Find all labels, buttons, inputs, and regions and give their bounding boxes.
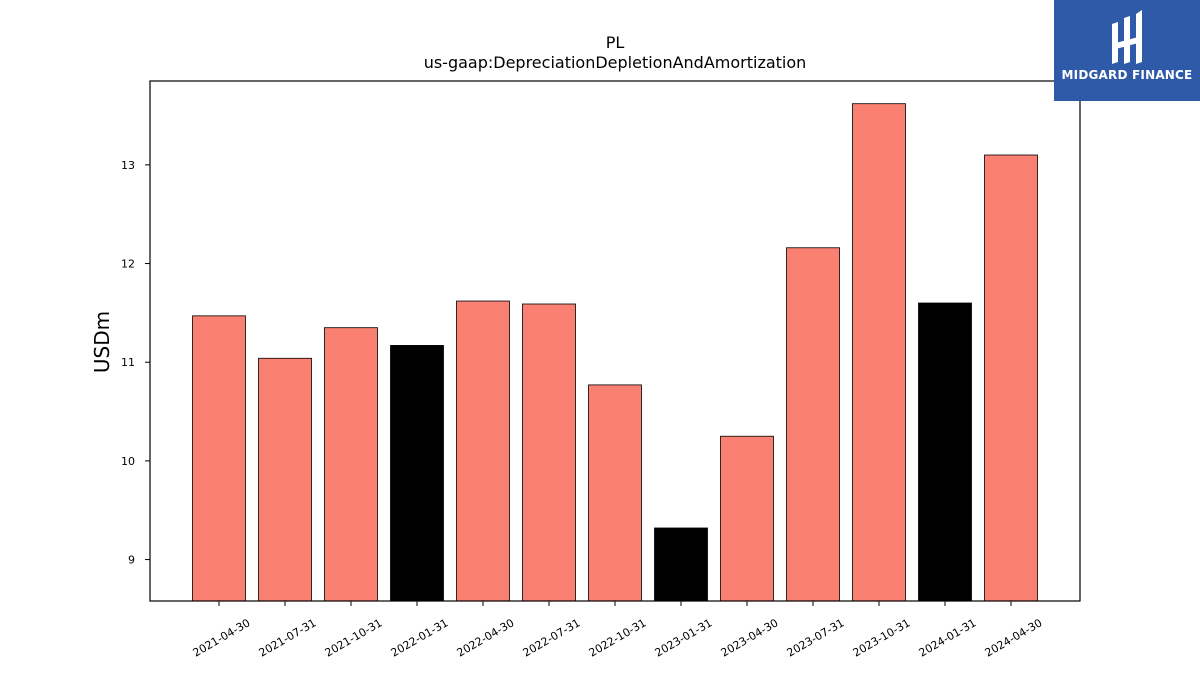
bar-2022-04-30: [456, 300, 510, 602]
x-tick-label: 2022-10-31: [587, 616, 649, 659]
bar-2022-10-31: [588, 384, 642, 602]
bar-2024-04-30: [984, 154, 1038, 602]
x-tick-label: 2023-01-31: [653, 616, 715, 659]
x-tick-label: 2023-04-30: [719, 616, 781, 659]
bar-2024-01-31: [918, 302, 972, 602]
y-tick-label: 9: [128, 554, 135, 567]
bar-2021-10-31: [324, 327, 378, 602]
plot-frame: [149, 80, 1081, 602]
bar-2022-07-31: [522, 303, 576, 602]
y-tick-label: 11: [121, 356, 135, 369]
bar-2021-04-30: [192, 315, 246, 602]
x-tick-label: 2021-07-31: [257, 616, 319, 659]
chart-subtitle: us-gaap:DepreciationDepletionAndAmortiza…: [424, 53, 807, 72]
bar-2022-01-31: [390, 345, 444, 602]
x-tick-label: 2021-10-31: [323, 616, 385, 659]
x-tick-label: 2022-04-30: [455, 616, 517, 659]
y-tick-label: 12: [121, 258, 135, 271]
logo-mark-icon: [1112, 10, 1142, 64]
brand-logo: MIDGARD FINANCE: [1054, 0, 1200, 101]
logo-text: MIDGARD FINANCE: [1061, 68, 1193, 82]
bar-2023-07-31: [786, 247, 840, 602]
bars-layer: [192, 103, 1038, 602]
y-axis-label: USDm: [90, 311, 114, 373]
x-tick-label: 2021-04-30: [191, 616, 253, 659]
y-ticks-layer: 9 10 11 12 13: [121, 159, 150, 567]
x-tick-label: 2022-07-31: [521, 616, 583, 659]
y-tick-label: 13: [121, 159, 135, 172]
y-tick-label: 10: [121, 455, 135, 468]
bar-2023-01-31: [654, 527, 708, 602]
bar-2023-10-31: [852, 103, 906, 602]
x-tick-label: 2024-01-31: [917, 616, 979, 659]
bar-2021-07-31: [258, 357, 312, 602]
x-tick-label: 2024-04-30: [983, 616, 1045, 659]
chart-title: PL: [606, 33, 625, 52]
bar-2023-04-30: [720, 435, 774, 602]
x-tick-label: 2023-07-31: [785, 616, 847, 659]
x-ticks-layer: 2021-04-30 2021-07-31 2021-10-31 2022-01-31…: [191, 601, 1045, 660]
x-tick-label: 2022-01-31: [389, 616, 451, 659]
x-tick-label: 2023-10-31: [851, 616, 913, 659]
